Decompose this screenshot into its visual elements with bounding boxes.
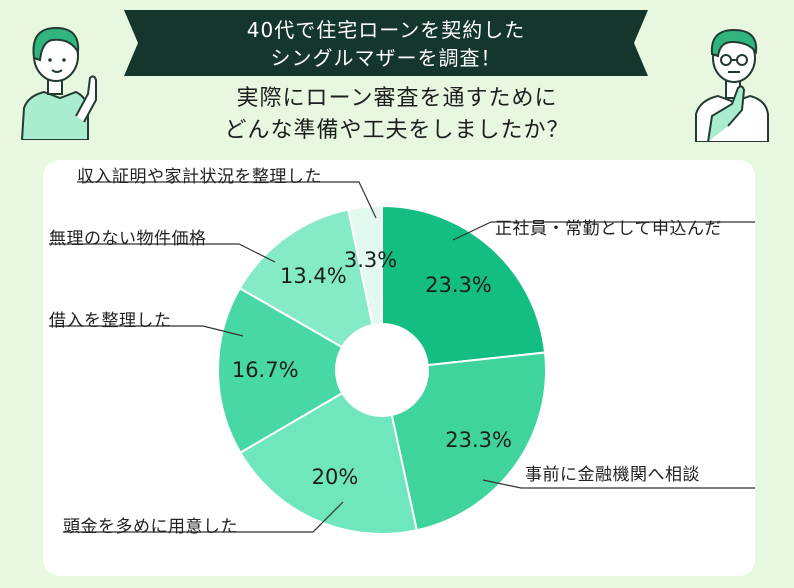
category-label-5: 無理のない物件価格 bbox=[49, 229, 207, 249]
title-banner: 40代で住宅ローンを契約した シングルマザーを調査！ bbox=[124, 10, 648, 76]
slice-value-label-3: 20% bbox=[311, 464, 359, 489]
pie-slice-6 bbox=[347, 204, 383, 327]
slice-value-label-6: 3.3% bbox=[343, 247, 398, 272]
banner-title-line-2: シングルマザーを調査！ bbox=[270, 46, 502, 70]
slice-value-label-5: 13.4% bbox=[279, 263, 347, 288]
leader-line-5 bbox=[49, 243, 276, 263]
question-line-2: どんな準備や工夫をしましたか？ bbox=[224, 118, 570, 143]
man-illustration bbox=[695, 28, 769, 142]
leader-line-6 bbox=[77, 181, 377, 219]
pie-slice-2 bbox=[390, 351, 547, 532]
pie-slice-5 bbox=[238, 208, 374, 349]
category-label-1: 正社員・常勤として申込んだ bbox=[495, 219, 722, 239]
slice-value-label-2: 23.3% bbox=[445, 427, 512, 452]
pie-slice-3 bbox=[238, 391, 418, 535]
banner-title-line-1: 40代で住宅ローンを契約した bbox=[246, 18, 526, 42]
category-label-4: 借入を整理した bbox=[49, 311, 172, 331]
donut-chart bbox=[49, 181, 755, 535]
category-label-3: 頭金を多めに用意した bbox=[63, 517, 238, 537]
leader-line-2 bbox=[482, 479, 755, 489]
slice-value-label-4: 16.7% bbox=[231, 358, 299, 383]
leader-line-3 bbox=[63, 501, 344, 533]
category-label-6: 収入証明や家計状況を整理した bbox=[77, 167, 322, 187]
leader-line-4 bbox=[49, 325, 244, 337]
category-label-2: 事前に金融機関へ相談 bbox=[525, 465, 700, 485]
pie-slice-1 bbox=[381, 204, 547, 367]
question-line-1: 実際にローン審査を通すために bbox=[236, 86, 558, 111]
leader-line-1 bbox=[452, 221, 755, 241]
woman-illustration bbox=[20, 26, 97, 140]
slice-value-label-1: 23.3% bbox=[425, 272, 492, 297]
chart-panel: 23.3% 正社員・常勤として申込んだ 23.3% 事前に金融機関へ相談 20% 頭金を多… bbox=[43, 160, 755, 576]
